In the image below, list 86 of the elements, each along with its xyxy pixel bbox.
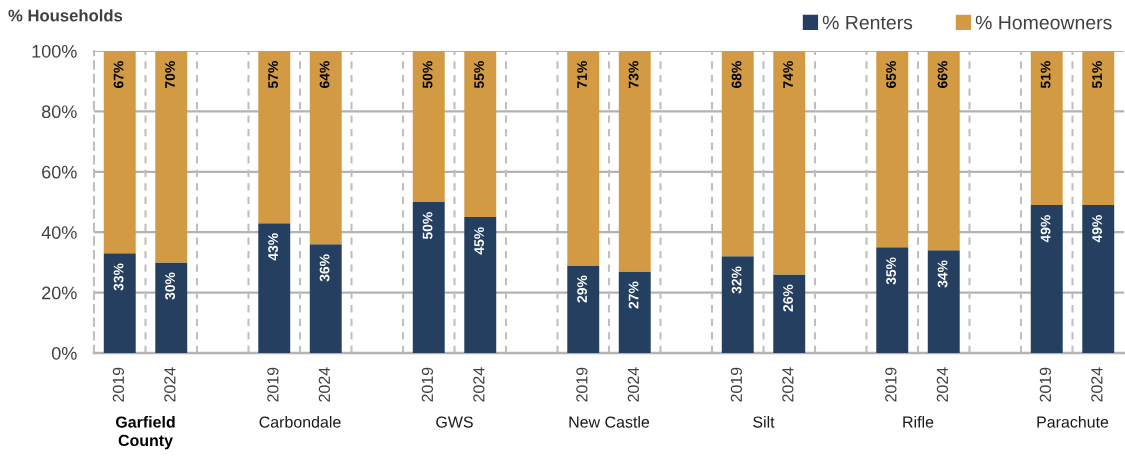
x-tick-label: 2019 <box>1039 367 1052 402</box>
bar <box>1082 205 1115 353</box>
x-tick-label: 2024 <box>782 367 794 402</box>
x-tick-label: 2019 <box>112 367 125 402</box>
bar <box>927 250 960 353</box>
bar <box>876 51 909 248</box>
data-label: 35% <box>886 257 896 285</box>
bar <box>1030 205 1063 353</box>
data-label: 32% <box>731 266 742 294</box>
data-label: 30% <box>165 272 175 300</box>
text: Parachute <box>1037 416 1109 428</box>
data-label: 65% <box>886 61 896 89</box>
x-tick-label: 2024 <box>318 367 331 402</box>
data-label: 74% <box>783 61 793 88</box>
bar <box>464 217 497 353</box>
bar <box>1082 51 1115 206</box>
bar <box>618 271 651 353</box>
bar <box>773 274 806 353</box>
bar <box>1030 51 1063 206</box>
bar <box>258 51 291 224</box>
data-label: 57% <box>268 61 278 89</box>
text: Rifle <box>903 416 934 428</box>
data-label: 66% <box>937 61 948 89</box>
y-tick-label: 80% <box>41 105 77 119</box>
bar <box>103 253 136 353</box>
bar <box>155 51 188 263</box>
bar <box>309 244 342 353</box>
data-label: 51% <box>1092 61 1102 89</box>
x-tick-label: 2019 <box>421 367 434 402</box>
y-axis-title: % Households <box>8 9 123 22</box>
legend-label: % Homeowners <box>975 15 1112 30</box>
data-label: 70% <box>165 61 175 88</box>
legend-label: % Renters <box>822 15 913 30</box>
bar <box>412 202 445 353</box>
text: Silt <box>753 416 775 428</box>
y-tick-label: 20% <box>42 286 77 300</box>
data-label: 67% <box>113 61 124 89</box>
bar <box>567 265 600 353</box>
data-label: 33% <box>113 263 124 291</box>
x-tick-label: 2024 <box>473 367 485 402</box>
x-tick-label: 2019 <box>885 367 897 402</box>
data-label: 27% <box>628 281 639 309</box>
data-label: 26% <box>783 284 793 312</box>
data-label: 64% <box>319 61 330 89</box>
bar <box>103 51 136 254</box>
data-label: 29% <box>577 275 587 303</box>
x-tick-label: 2019 <box>576 367 588 402</box>
bar <box>412 51 445 202</box>
bar <box>721 51 754 257</box>
data-label: 43% <box>268 233 278 261</box>
data-label: 73% <box>628 61 639 88</box>
y-tick-label: 60% <box>42 165 77 179</box>
data-label: 71% <box>577 61 587 88</box>
y-tick-label: 100% <box>32 44 77 58</box>
text: GWS <box>436 416 473 428</box>
x-tick-label: 2024 <box>1091 367 1103 402</box>
bar <box>773 51 806 275</box>
y-tick-label: 40% <box>41 226 77 239</box>
bar <box>618 51 651 272</box>
data-label: 50% <box>422 212 433 240</box>
bar <box>309 51 342 245</box>
x-tick-label: 2019 <box>730 367 743 402</box>
data-label: 34% <box>937 260 948 288</box>
text: Carbondale <box>259 416 341 428</box>
bar <box>464 51 497 218</box>
y-tick-label: 0% <box>51 346 77 360</box>
x-tick-label: 2019 <box>267 367 279 402</box>
data-label: 55% <box>474 61 484 89</box>
data-label: 50% <box>422 61 433 89</box>
bar <box>258 223 291 353</box>
bar <box>567 51 600 266</box>
data-label: 51% <box>1040 61 1051 89</box>
bar <box>721 256 754 353</box>
data-label: 36% <box>319 254 330 282</box>
data-label: 49% <box>1040 215 1051 243</box>
x-tick-label: 2024 <box>936 367 949 402</box>
bar <box>155 262 188 353</box>
bar <box>876 247 909 353</box>
x-tick-label: 2024 <box>627 367 640 402</box>
bar <box>927 51 960 251</box>
x-tick-label: 2024 <box>164 367 176 402</box>
text: New Castle <box>569 416 650 428</box>
data-label: 68% <box>731 61 742 89</box>
data-label: 45% <box>474 227 484 255</box>
text: Garfield County <box>115 416 175 450</box>
data-label: 49% <box>1092 215 1102 243</box>
